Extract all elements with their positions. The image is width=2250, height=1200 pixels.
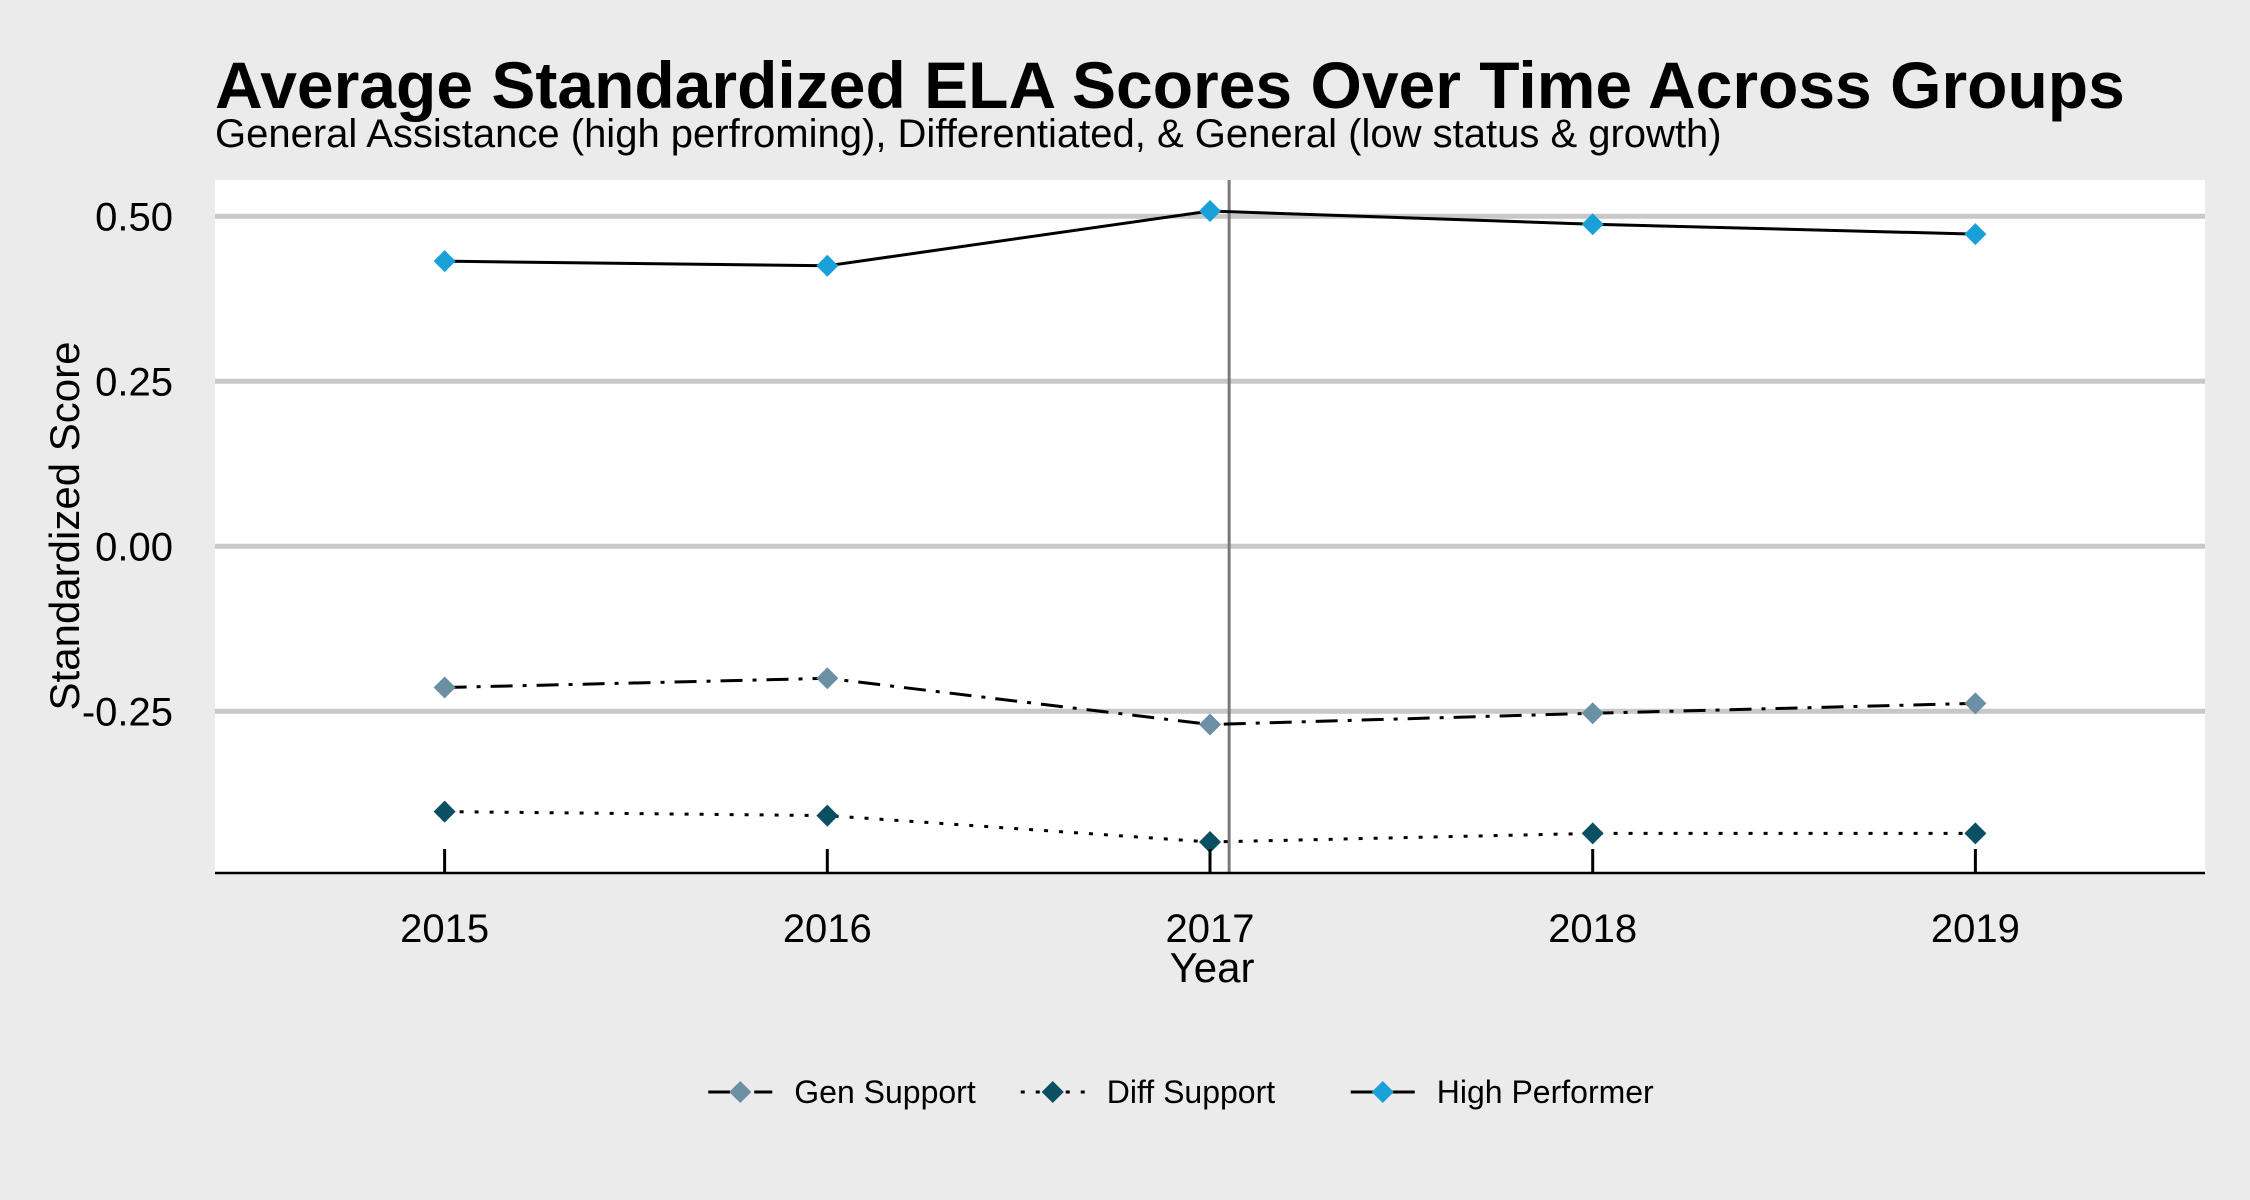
legend-label: High Performer [1437, 1074, 1654, 1110]
legend-item-high-performer: High Performer [1350, 1074, 1654, 1110]
x-tick-label: 2017 [1166, 907, 1255, 951]
y-tick-label: 0.25 [95, 360, 173, 404]
data-point [1199, 200, 1221, 223]
x-tick-label: 2016 [783, 907, 872, 951]
data-point [433, 250, 456, 273]
y-axis-ticks: 0.50 0.25 0.00 -0.25 [82, 195, 173, 734]
legend-label: Gen Support [794, 1074, 976, 1110]
data-point [816, 254, 839, 277]
x-tick-label: 2019 [1931, 907, 2020, 951]
legend-item-diff-support: Diff Support [1020, 1074, 1276, 1110]
data-point [816, 667, 839, 690]
legend-label: Diff Support [1107, 1074, 1276, 1110]
legend-key-marker [729, 1081, 752, 1103]
data-point [1199, 830, 1221, 853]
legend-key-marker [1371, 1081, 1394, 1103]
data-point [816, 804, 839, 827]
data-point [1964, 822, 1987, 845]
y-axis-title: Standardized Score [41, 342, 88, 711]
series-diff-support [433, 800, 1987, 853]
legend: Gen Support Diff Support High Performer [708, 1074, 1654, 1110]
y-tick-label: 0.00 [95, 525, 173, 569]
chart-title: Average Standardized ELA Scores Over Tim… [215, 48, 2125, 122]
y-tick-label: -0.25 [82, 690, 173, 734]
series-high-performer [433, 200, 1987, 277]
data-point [1581, 702, 1604, 725]
legend-item-gen-support: Gen Support [708, 1074, 976, 1110]
plot-panel [215, 180, 2205, 873]
data-point [433, 800, 456, 823]
legend-key-marker [1041, 1081, 1064, 1103]
data-point [1964, 692, 1987, 715]
data-point [1199, 713, 1221, 736]
series-group [433, 200, 1987, 853]
data-point [1581, 822, 1604, 845]
data-point [1581, 213, 1604, 236]
x-tick-label: 2018 [1548, 907, 1637, 951]
chart-subtitle: General Assistance (high perfroming), Di… [215, 112, 1722, 156]
x-axis-title: Year [1170, 944, 1255, 991]
x-axis-ticks: 2015 2016 2017 2018 2019 [400, 849, 2020, 951]
x-tick-label: 2015 [400, 907, 489, 951]
series-gen-support [433, 667, 1987, 736]
data-point [1964, 223, 1987, 246]
y-tick-label: 0.50 [95, 195, 173, 239]
data-point [433, 676, 456, 699]
